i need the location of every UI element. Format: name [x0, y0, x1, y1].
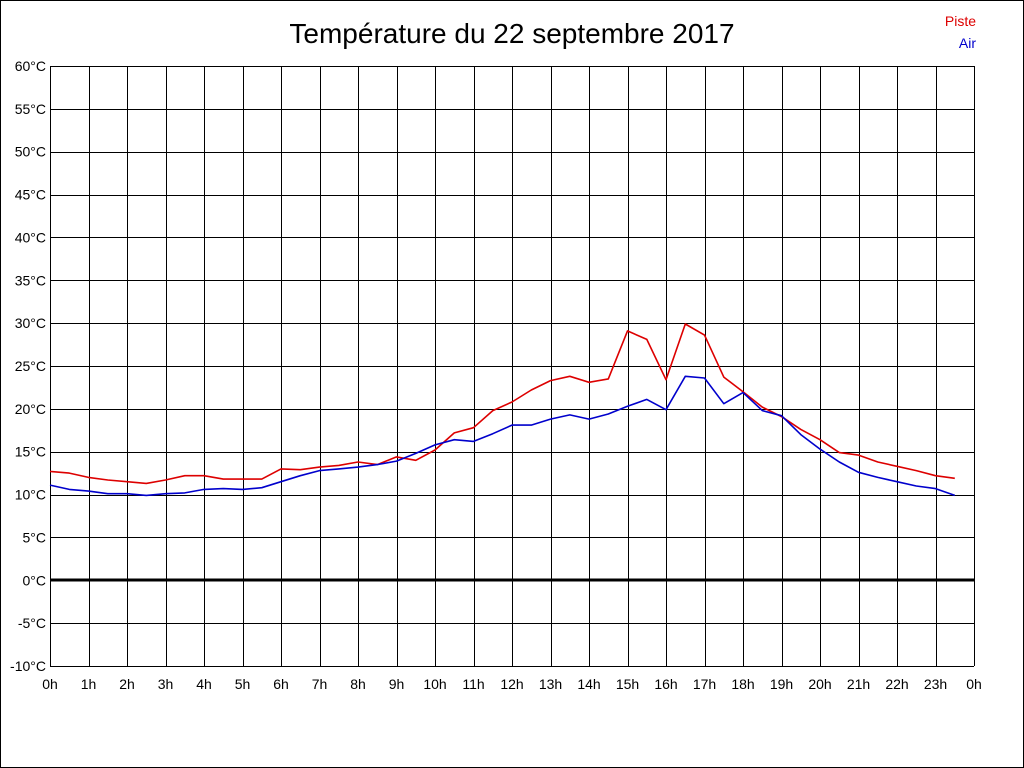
- y-tick-label: -10°C: [10, 658, 46, 674]
- y-tick-label: 55°C: [15, 101, 46, 117]
- y-tick-label: 0°C: [23, 572, 47, 588]
- y-tick-label: 5°C: [23, 529, 47, 545]
- y-tick-label: 60°C: [15, 58, 46, 74]
- x-tick-label: 2h: [119, 676, 135, 692]
- x-tick-label: 23h: [924, 676, 947, 692]
- x-tick-label: 15h: [616, 676, 639, 692]
- x-tick-label: 12h: [500, 676, 523, 692]
- legend-piste: Piste: [944, 13, 976, 29]
- x-tick-label: 9h: [389, 676, 405, 692]
- x-tick-label: 5h: [235, 676, 251, 692]
- series-line-air: [49, 375, 956, 497]
- x-tick-label: 0h: [966, 676, 982, 692]
- x-tick-label: 8h: [350, 676, 366, 692]
- x-tick-label: 21h: [847, 676, 870, 692]
- chart-title: Température du 22 septembre 2017: [289, 18, 735, 49]
- x-tick-label: 10h: [423, 676, 446, 692]
- x-tick-label: 19h: [770, 676, 793, 692]
- y-tick-label: 40°C: [15, 229, 46, 245]
- x-tick-label: 14h: [577, 676, 600, 692]
- y-tick-label: 30°C: [15, 315, 46, 331]
- x-tick-label: 20h: [808, 676, 831, 692]
- x-tick-label: 16h: [654, 676, 677, 692]
- y-tick-label: 15°C: [15, 444, 46, 460]
- y-tick-label: 10°C: [15, 487, 46, 503]
- x-tick-label: 11h: [462, 676, 484, 692]
- x-tick-label: 13h: [539, 676, 562, 692]
- series-line-piste: [49, 323, 955, 485]
- x-tick-label: 0h: [42, 676, 58, 692]
- x-tick-label: 17h: [693, 676, 716, 692]
- legend-air: Air: [958, 35, 976, 51]
- x-tick-label: 4h: [196, 676, 212, 692]
- y-tick-label: 20°C: [15, 401, 46, 417]
- y-tick-label: 35°C: [15, 272, 46, 288]
- x-tick-label: 22h: [885, 676, 908, 692]
- x-tick-label: 7h: [312, 676, 328, 692]
- y-tick-label: 25°C: [15, 358, 46, 374]
- x-tick-label: 1h: [81, 676, 97, 692]
- y-tick-label: -5°C: [18, 615, 46, 631]
- x-tick-label: 6h: [273, 676, 289, 692]
- x-tick-label: 3h: [158, 676, 174, 692]
- y-tick-label: 50°C: [15, 144, 46, 160]
- y-tick-label: 45°C: [15, 187, 46, 203]
- x-tick-label: 18h: [731, 676, 754, 692]
